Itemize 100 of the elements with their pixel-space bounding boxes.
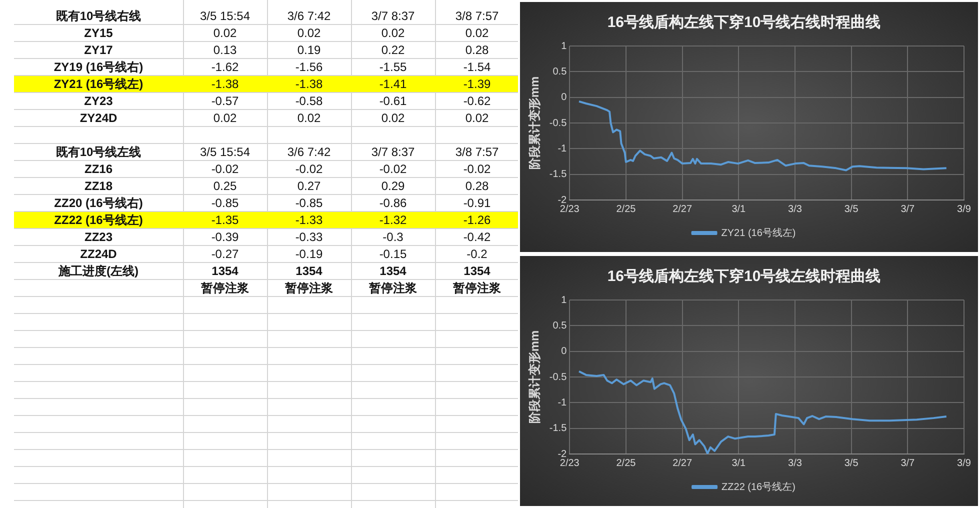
text: 暂停注浆	[452, 280, 502, 296]
text: -0.19	[294, 246, 324, 262]
text: -0.85	[294, 195, 324, 211]
x-tick-label: 3/1	[732, 204, 746, 215]
text: -1.54	[462, 59, 492, 75]
y-tick-label: -1	[558, 143, 568, 154]
text: -1.32	[378, 212, 408, 228]
text: 0.02	[464, 25, 490, 41]
x-tick-label: 3/7	[900, 204, 916, 215]
text: -1.39	[462, 76, 492, 92]
y-tick-label: 0	[561, 92, 568, 104]
text: 施工进度(左线)	[57, 263, 140, 279]
text: 3/6 7:42	[286, 8, 332, 24]
text: 1354	[294, 263, 324, 279]
text: -0.58	[294, 93, 324, 109]
x-tick-label: 3/3	[788, 204, 802, 215]
x-tick-label: 3/3	[788, 458, 802, 469]
text: 0.28	[464, 178, 490, 194]
text: 既有10号线左线	[54, 144, 142, 160]
text: ZZ18	[83, 178, 114, 194]
text: 0.22	[380, 42, 406, 58]
y-tick-label: -1	[558, 397, 568, 408]
text: -0.86	[378, 195, 408, 211]
text: -1.38	[294, 76, 324, 92]
text: -0.15	[378, 246, 408, 262]
text: 0.02	[380, 25, 406, 41]
text: 0.02	[296, 25, 322, 41]
text: 0.02	[296, 110, 322, 126]
text: ZZ22 (16号线左)	[53, 212, 144, 228]
text: 0.02	[380, 110, 406, 126]
text: 暂停注浆	[284, 280, 334, 296]
text: -1.55	[378, 59, 408, 75]
y-tick-label: 0.5	[552, 66, 568, 78]
x-tick-label: 3/9	[957, 458, 972, 469]
text: 0.28	[464, 42, 490, 58]
text: 0.02	[212, 25, 238, 41]
text: ZZ20 (16号线右)	[53, 195, 144, 211]
x-tick-label: 3/1	[732, 458, 746, 469]
text: -0.27	[210, 246, 240, 262]
y-tick-label: -1.5	[549, 423, 568, 434]
text: 0.25	[212, 178, 238, 194]
x-tick-label: 2/27	[672, 458, 692, 469]
y-tick-label: 1	[561, 40, 568, 52]
text: -0.57	[210, 93, 240, 109]
text: -0.02	[294, 161, 324, 177]
text: 0.29	[380, 178, 406, 194]
text: ZZ24D	[79, 246, 118, 262]
text: 0.27	[296, 178, 322, 194]
text: -1.26	[462, 212, 492, 228]
y-axis-title: 阶段累计变形mm	[528, 76, 542, 170]
y-tick-label: -1.5	[549, 169, 568, 180]
x-tick-label: 2/23	[560, 458, 580, 469]
text: 暂停注浆	[368, 280, 418, 296]
text: 1354	[462, 263, 492, 279]
text: -0.62	[462, 93, 492, 109]
x-tick-label: 3/7	[900, 458, 916, 469]
x-tick-label: 3/5	[844, 204, 859, 215]
text: -0.3	[382, 229, 404, 245]
text: -0.61	[378, 93, 408, 109]
text: 暂停注浆	[200, 280, 250, 296]
text: -0.02	[378, 161, 408, 177]
x-tick-label: 2/23	[560, 204, 580, 215]
text: -0.39	[210, 229, 240, 245]
text: 1354	[210, 263, 240, 279]
text: 0.19	[296, 42, 322, 58]
text: ZY21 (16号线左)	[52, 76, 144, 92]
text: ZZ16	[83, 161, 114, 177]
text: ZY24D	[78, 110, 118, 126]
x-tick-label: 3/5	[844, 458, 859, 469]
y-tick-label: -2	[558, 194, 568, 206]
x-tick-label: 3/9	[957, 204, 972, 215]
text: 3/7 8:37	[370, 8, 416, 24]
text: ZZ23	[83, 229, 114, 245]
chart-title: 16号线盾构左线下穿10号线右线时程曲线	[607, 13, 881, 32]
y-tick-label: -2	[558, 448, 568, 460]
text: -1.35	[210, 212, 240, 228]
text: 3/5 15:54	[198, 144, 252, 160]
text: 0.02	[464, 110, 490, 126]
text: 1354	[378, 263, 408, 279]
text: 3/6 7:42	[286, 144, 332, 160]
text: 0.13	[212, 42, 238, 58]
text: -1.33	[294, 212, 324, 228]
y-tick-label: 1	[561, 294, 568, 306]
text: 0.02	[212, 110, 238, 126]
text: -0.91	[462, 195, 492, 211]
text: -0.33	[294, 229, 324, 245]
x-tick-label: 2/27	[672, 204, 692, 215]
text: -1.38	[210, 76, 240, 92]
text: 3/7 8:37	[370, 144, 416, 160]
x-tick-label: 2/25	[616, 204, 636, 215]
text: -0.02	[210, 161, 240, 177]
text: -1.56	[294, 59, 324, 75]
text: ZY17	[83, 42, 114, 58]
text: 既有10号线右线	[54, 8, 142, 24]
text: -1.62	[210, 59, 240, 75]
y-tick-label: -0.5	[549, 372, 568, 383]
text: ZY23	[83, 93, 114, 109]
text: -0.42	[462, 229, 492, 245]
legend-label: ZZ22 (16号线左)	[722, 480, 796, 493]
text: -1.41	[378, 76, 408, 92]
